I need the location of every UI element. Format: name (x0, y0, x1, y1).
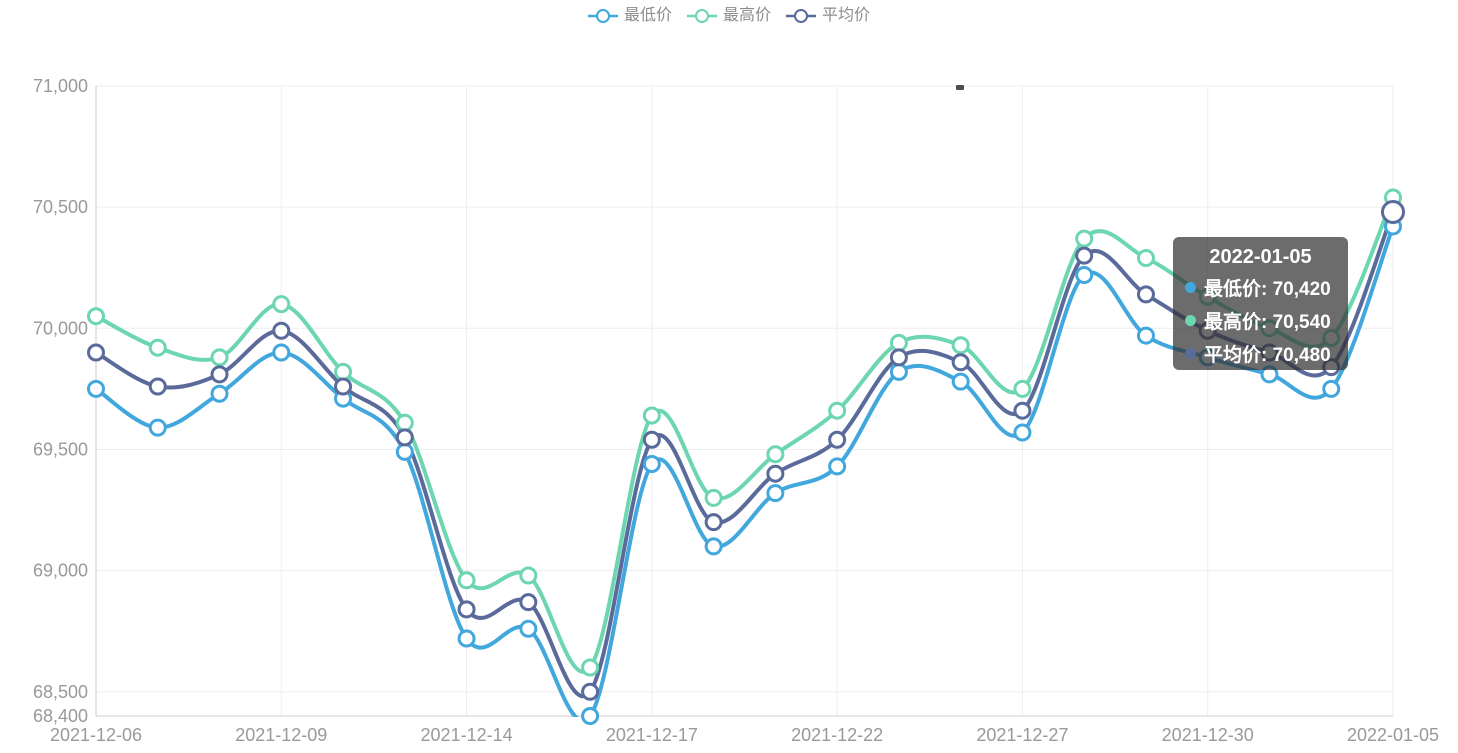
legend-line-marker-icon (786, 9, 816, 23)
svg-text:70,500: 70,500 (33, 197, 88, 217)
data-point-min-2021-12-20[interactable] (704, 537, 723, 556)
svg-text:71,000: 71,000 (33, 76, 88, 96)
data-point-min-2021-12-28[interactable] (1075, 266, 1094, 284)
data-point-max-2021-12-07[interactable] (148, 338, 167, 357)
data-point-max-2021-12-24[interactable] (951, 336, 970, 355)
data-point-max-2021-12-06[interactable] (87, 307, 105, 326)
screen-artifact (956, 85, 964, 90)
data-point-min-2021-12-22[interactable] (828, 457, 847, 476)
series-line-min (94, 225, 1395, 717)
data-point-min-2021-12-21[interactable] (766, 484, 785, 503)
svg-text:69,500: 69,500 (33, 439, 88, 459)
data-point-max-2021-12-29[interactable] (1136, 249, 1155, 268)
data-point-min-2021-12-30[interactable] (1198, 348, 1217, 367)
legend-line-marker-icon (686, 9, 717, 23)
data-point-max-2021-12-10[interactable] (334, 362, 353, 381)
data-point-avg-2021-12-14[interactable] (457, 600, 476, 619)
data-point-avg-2021-12-30[interactable] (1198, 321, 1217, 340)
data-point-max-2021-12-20[interactable] (704, 488, 723, 507)
data-point-max-2021-12-21[interactable] (766, 445, 785, 464)
data-point-avg-2021-12-09[interactable] (272, 321, 291, 340)
data-point-max-2021-12-22[interactable] (828, 401, 847, 420)
data-point-min-2021-12-27[interactable] (1013, 423, 1032, 442)
data-point-min-2021-12-16[interactable] (581, 707, 600, 725)
svg-text:2021-12-17: 2021-12-17 (606, 725, 698, 745)
data-point-avg-2021-12-22[interactable] (828, 430, 847, 449)
data-point-avg-2021-12-10[interactable] (334, 377, 353, 396)
data-point-max-2021-12-08[interactable] (210, 348, 229, 367)
data-point-avg-2021-12-13[interactable] (395, 428, 414, 447)
data-point-avg-2021-12-16[interactable] (581, 682, 600, 701)
data-point-min-2021-12-15[interactable] (519, 619, 538, 638)
data-point-max-2021-12-16[interactable] (581, 658, 600, 677)
data-point-min-2021-12-23[interactable] (889, 362, 908, 381)
data-point-avg-2022-01-04[interactable] (1322, 358, 1341, 377)
data-point-min-2021-12-24[interactable] (951, 372, 970, 391)
series-markers-max[interactable] (87, 188, 1402, 677)
legend-label: 最高价 (722, 7, 771, 24)
legend: 最低价 最高价 平均价 (0, 5, 1458, 27)
svg-text:68,400: 68,400 (33, 706, 88, 726)
svg-text:2021-12-30: 2021-12-30 (1162, 725, 1254, 745)
legend-item-min[interactable]: 最低价 (587, 5, 672, 27)
data-point-max-2021-12-09[interactable] (272, 295, 291, 314)
data-point-max-2021-12-15[interactable] (519, 566, 538, 585)
data-point-avg-2021-12-29[interactable] (1136, 285, 1155, 304)
data-point-max-2021-12-31[interactable] (1260, 319, 1279, 338)
legend-line-marker-icon (587, 9, 618, 23)
data-point-min-2022-01-04[interactable] (1322, 379, 1341, 398)
svg-text:2021-12-06: 2021-12-06 (50, 725, 142, 745)
data-point-avg-2021-12-21[interactable] (766, 464, 785, 483)
data-point-avg-2022-01-05[interactable] (1381, 200, 1405, 224)
svg-text:2021-12-22: 2021-12-22 (791, 725, 883, 745)
data-point-min-2021-12-07[interactable] (148, 418, 167, 437)
data-point-max-2021-12-23[interactable] (889, 333, 908, 352)
axes (95, 86, 1393, 717)
data-point-min-2021-12-13[interactable] (395, 442, 414, 461)
series-line-avg (94, 211, 1395, 698)
data-point-min-2021-12-29[interactable] (1136, 326, 1155, 345)
data-point-min-2021-12-08[interactable] (210, 384, 229, 403)
data-point-max-2021-12-28[interactable] (1075, 229, 1094, 248)
data-point-avg-2021-12-20[interactable] (704, 513, 723, 532)
data-point-avg-2021-12-31[interactable] (1260, 343, 1279, 362)
data-point-max-2022-01-04[interactable] (1322, 329, 1341, 347)
svg-text:2021-12-14: 2021-12-14 (421, 725, 513, 745)
series-markers-avg[interactable] (87, 200, 1405, 701)
data-point-avg-2021-12-27[interactable] (1013, 401, 1032, 420)
data-point-min-2021-12-31[interactable] (1260, 365, 1279, 384)
data-point-min-2021-12-06[interactable] (87, 379, 105, 398)
legend-item-avg[interactable]: 平均价 (786, 5, 870, 27)
legend-item-max[interactable]: 最高价 (686, 5, 771, 27)
legend-label: 平均价 (822, 7, 871, 24)
data-point-avg-2021-12-06[interactable] (87, 343, 105, 362)
data-point-min-2021-12-17[interactable] (642, 455, 661, 473)
data-point-avg-2021-12-07[interactable] (148, 377, 167, 396)
y-axis-labels: 71,000 70,500 70,000 69,500 69,000 68,500 68,4… (33, 76, 88, 726)
data-point-avg-2021-12-15[interactable] (519, 593, 538, 612)
data-point-max-2021-12-27[interactable] (1013, 379, 1032, 398)
data-point-avg-2021-12-08[interactable] (210, 365, 229, 384)
data-point-avg-2021-12-28[interactable] (1075, 246, 1094, 265)
data-point-min-2021-12-14[interactable] (457, 629, 476, 648)
data-point-max-2021-12-13[interactable] (395, 413, 414, 432)
data-point-avg-2021-12-24[interactable] (951, 353, 970, 372)
data-point-avg-2021-12-17[interactable] (642, 430, 661, 449)
svg-text:2021-12-27: 2021-12-27 (976, 725, 1068, 745)
data-point-max-2021-12-30[interactable] (1198, 287, 1217, 306)
data-point-min-2021-12-09[interactable] (272, 343, 291, 362)
svg-text:70,000: 70,000 (33, 318, 88, 338)
svg-text:2021-12-09: 2021-12-09 (235, 725, 327, 745)
data-point-max-2021-12-14[interactable] (457, 571, 476, 590)
x-axis-labels: 2021-12-06 2021-12-09 2021-12-14 2021-12-17… (50, 725, 1439, 745)
svg-text:68,500: 68,500 (33, 682, 88, 702)
legend-label: 最低价 (623, 7, 672, 24)
svg-text:69,000: 69,000 (33, 561, 88, 581)
data-point-avg-2021-12-23[interactable] (889, 348, 908, 367)
series-line-max (95, 196, 1395, 674)
grid-lines (96, 85, 1394, 716)
data-point-max-2021-12-17[interactable] (642, 406, 661, 425)
svg-text:2022-01-05: 2022-01-05 (1347, 725, 1439, 745)
